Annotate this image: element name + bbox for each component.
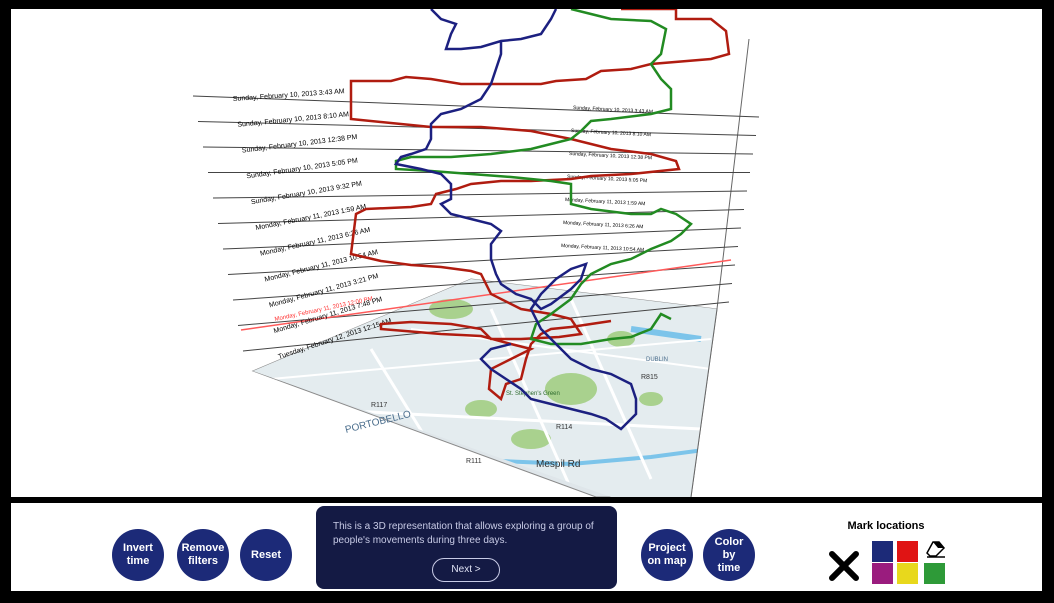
time-label-left: Sunday, February 10, 2013 5:05 PM xyxy=(246,157,358,180)
time-label-left: Sunday, February 10, 2013 9:32 PM xyxy=(251,181,363,207)
3d-scene[interactable]: PORTOBELLO Mespil Rd R111 R114 R117 R815… xyxy=(11,9,1042,497)
time-label-right: Sunday, February 10, 2013 8:10 AM xyxy=(571,128,651,138)
time-layer-line xyxy=(202,146,754,155)
map-label-green: St. Stephen's Green xyxy=(506,391,560,397)
time-layer-line xyxy=(212,190,748,199)
time-labels-left: Sunday, February 10, 2013 3:43 AMSunday,… xyxy=(233,88,393,361)
map-label-r111: R111 xyxy=(466,458,482,465)
time-label-right: Sunday, February 10, 2013 3:43 AM xyxy=(573,105,653,115)
time-label-right: Monday, February 11, 2013 10:54 AM xyxy=(561,243,644,253)
time-layer-line xyxy=(197,121,757,136)
eraser-icon[interactable] xyxy=(925,540,947,558)
next-button[interactable]: Next > xyxy=(432,558,500,582)
color-by-time-button[interactable]: Color by time xyxy=(703,529,755,581)
time-label-left: Sunday, February 10, 2013 8:10 AM xyxy=(237,111,349,129)
time-axis-frame xyxy=(690,38,750,497)
info-text: This is a 3D representation that allows … xyxy=(333,521,594,546)
map-label-dublin: DUBLIN xyxy=(646,357,668,363)
swatch-purple[interactable] xyxy=(872,563,893,584)
3d-visualization-viewport[interactable]: PORTOBELLO Mespil Rd R111 R114 R117 R815… xyxy=(11,9,1042,497)
map-label-r815: R815 xyxy=(641,374,658,381)
info-panel: This is a 3D representation that allows … xyxy=(316,506,617,589)
time-layer-line xyxy=(222,227,742,250)
trajectory-red[interactable] xyxy=(349,9,731,402)
time-labels-right: Sunday, February 10, 2013 3:43 AM Sunday,… xyxy=(561,105,653,253)
time-label-right: Sunday, February 10, 2013 5:05 PM xyxy=(567,174,647,184)
trajectory-blue[interactable] xyxy=(393,9,638,431)
trajectory-green[interactable] xyxy=(394,9,693,346)
project-on-map-button[interactable]: Project on map xyxy=(641,529,693,581)
time-label-left: Sunday, February 10, 2013 12:38 PM xyxy=(242,134,358,155)
mark-locations-title: Mark locations xyxy=(847,520,925,532)
map-label-mespil-rd: Mespil Rd xyxy=(536,459,580,470)
map-label-r114: R114 xyxy=(556,424,572,431)
bottom-toolbar: Invert time Remove filters Reset This is… xyxy=(11,503,1042,591)
time-layer-line xyxy=(227,246,739,275)
swatch-blue[interactable] xyxy=(872,541,893,562)
swatch-red[interactable] xyxy=(897,541,918,562)
swatch-yellow[interactable] xyxy=(897,563,918,584)
invert-time-button[interactable]: Invert time xyxy=(112,529,164,581)
cross-icon[interactable] xyxy=(827,549,861,583)
reset-button[interactable]: Reset xyxy=(240,529,292,581)
time-label-right: Sunday, February 10, 2013 12:38 PM xyxy=(569,151,652,161)
swatch-green[interactable] xyxy=(924,563,945,584)
time-layer-line xyxy=(242,301,730,352)
time-label-left: Monday, February 11, 2013 1:59 AM xyxy=(255,204,367,232)
map-floor: PORTOBELLO Mespil Rd R111 R114 R117 R815… xyxy=(251,278,718,497)
remove-filters-button[interactable]: Remove filters xyxy=(177,529,229,581)
time-label-right: Monday, February 11, 2013 6:26 AM xyxy=(563,220,644,230)
time-layer-line xyxy=(192,95,760,118)
time-label-right: Monday, February 11, 2013 1:59 AM xyxy=(565,197,646,207)
map-label-r117: R117 xyxy=(371,402,387,409)
